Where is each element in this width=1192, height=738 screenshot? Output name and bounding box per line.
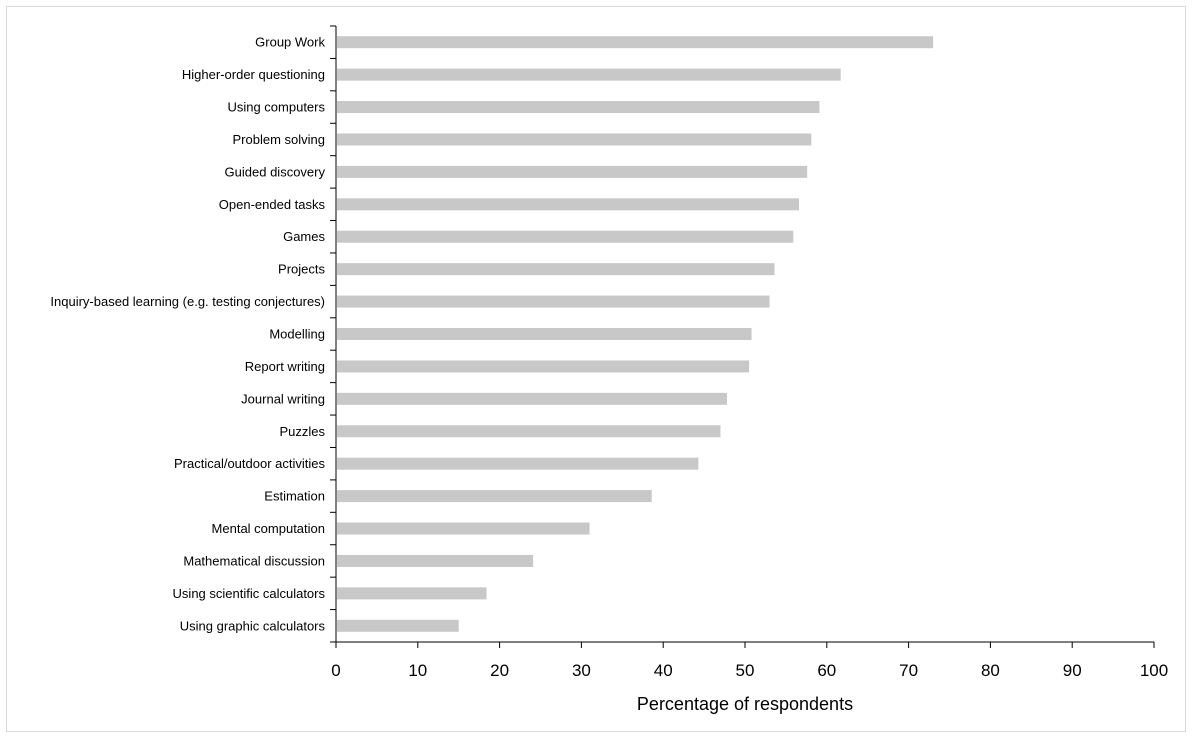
category-label-5: Open-ended tasks <box>219 197 326 212</box>
labels-layer: Group Work Higher-order questioning Using … <box>50 35 1168 680</box>
category-label-16: Mathematical discussion <box>183 553 325 568</box>
bar-1 <box>337 68 841 81</box>
category-label-14: Estimation <box>264 489 325 504</box>
bar-9 <box>337 328 752 340</box>
category-label-18: Using graphic calculators <box>180 618 326 633</box>
bar-11 <box>337 392 728 405</box>
axes-layer <box>330 25 1155 648</box>
bar-17 <box>337 587 487 600</box>
bar-14 <box>337 490 652 503</box>
x-axis-title: Percentage of respondents <box>637 694 853 714</box>
category-label-0: Group Work <box>255 35 325 50</box>
category-label-9: Modelling <box>269 327 325 342</box>
category-label-13: Practical/outdoor activities <box>174 456 326 471</box>
category-label-7: Projects <box>278 262 325 277</box>
category-label-3: Problem solving <box>233 132 326 147</box>
x-tick-label-5: 50 <box>736 661 755 680</box>
x-tick-label-3: 30 <box>572 661 591 680</box>
category-label-8: Inquiry-based learning (e.g. testing con… <box>50 294 325 309</box>
bar-5 <box>337 198 799 211</box>
bar-6 <box>337 230 794 243</box>
bar-4 <box>337 165 808 178</box>
category-label-6: Games <box>283 229 325 244</box>
bar-10 <box>337 360 750 373</box>
x-tick-label-7: 70 <box>899 661 918 680</box>
bar-13 <box>337 457 699 470</box>
bar-7 <box>337 263 775 276</box>
category-label-2: Using computers <box>227 100 325 115</box>
bar-2 <box>337 101 820 114</box>
bar-16 <box>337 554 534 567</box>
category-label-15: Mental computation <box>212 521 325 536</box>
x-tick-label-9: 90 <box>1063 661 1082 680</box>
category-label-4: Guided discovery <box>225 164 326 179</box>
bar-8 <box>337 295 770 308</box>
category-label-17: Using scientific calculators <box>173 586 326 601</box>
bars-layer <box>337 36 934 632</box>
category-label-10: Report writing <box>245 359 325 374</box>
bar-12 <box>337 425 721 438</box>
category-label-1: Higher-order questioning <box>182 67 325 82</box>
x-tick-label-1: 10 <box>408 661 427 680</box>
x-tick-label-8: 80 <box>981 661 1000 680</box>
category-label-11: Journal writing <box>241 391 325 406</box>
chart-frame <box>6 6 1186 732</box>
bar-0 <box>337 36 934 49</box>
bar-18 <box>337 619 459 632</box>
x-tick-label-2: 20 <box>490 661 509 680</box>
x-tick-label-0: 0 <box>331 661 340 680</box>
bar-15 <box>337 522 590 535</box>
x-tick-label-6: 60 <box>817 661 836 680</box>
bar-3 <box>337 133 812 146</box>
x-tick-label-10: 100 <box>1140 661 1168 680</box>
x-tick-label-4: 40 <box>654 661 673 680</box>
category-label-12: Puzzles <box>279 424 325 439</box>
